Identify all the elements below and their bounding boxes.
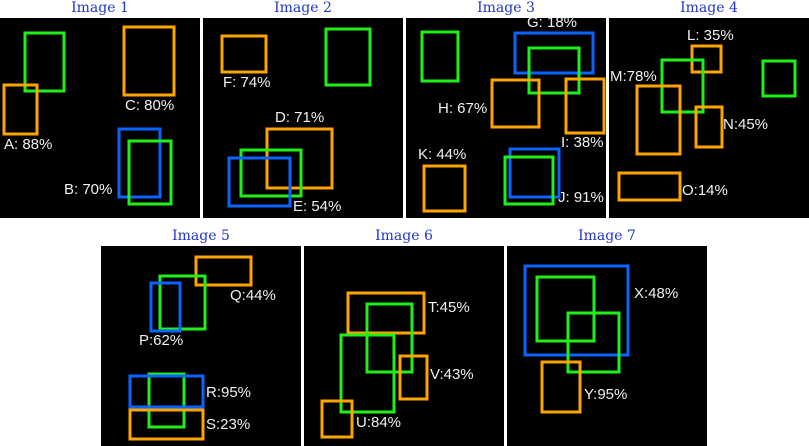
image-canvas: X:48% Y:95% bbox=[507, 246, 707, 446]
green-bounding-box bbox=[127, 139, 173, 206]
panel-title: Image 4 bbox=[680, 0, 738, 16]
green-bounding-box bbox=[324, 27, 372, 87]
green-bounding-box bbox=[761, 59, 797, 98]
orange-bounding-box bbox=[128, 408, 205, 441]
box-score-label: K: 44% bbox=[418, 146, 466, 163]
box-score-label: A: 88% bbox=[4, 136, 52, 153]
box-score-label: E: 54% bbox=[293, 198, 341, 215]
box-score-label: H: 67% bbox=[438, 100, 487, 117]
image-canvas: L: 35% M:78% N:45% O:14% bbox=[609, 18, 809, 218]
panel-title: Image 3 bbox=[477, 0, 535, 16]
box-score-label: U:84% bbox=[356, 414, 401, 431]
panel-title: Image 1 bbox=[71, 0, 129, 16]
box-score-label: G: 18% bbox=[527, 18, 577, 31]
green-bounding-box bbox=[23, 31, 66, 93]
box-score-label: X:48% bbox=[634, 285, 678, 302]
box-score-label: O:14% bbox=[682, 182, 728, 199]
orange-bounding-box bbox=[617, 171, 682, 202]
box-score-label: B: 70% bbox=[64, 181, 112, 198]
panel-title: Image 7 bbox=[578, 228, 636, 244]
image-canvas: A: 88% C: 80% B: 70% bbox=[0, 18, 200, 218]
box-score-label: Y:95% bbox=[584, 386, 627, 403]
green-bounding-box bbox=[365, 302, 414, 374]
green-bounding-box bbox=[420, 30, 460, 83]
box-score-label: N:45% bbox=[723, 116, 768, 133]
orange-bounding-box bbox=[346, 291, 426, 335]
blue-bounding-box bbox=[227, 156, 292, 208]
panel-image-6: Image 6 T:45% V:43% U:84% bbox=[304, 228, 504, 446]
green-bounding-box bbox=[527, 46, 581, 95]
blue-bounding-box bbox=[523, 264, 630, 357]
box-score-label: M:78% bbox=[610, 68, 657, 85]
blue-bounding-box bbox=[128, 374, 205, 409]
green-bounding-box bbox=[566, 311, 621, 374]
panel-title: Image 5 bbox=[172, 228, 230, 244]
box-score-label: R:95% bbox=[206, 384, 251, 401]
green-bounding-box bbox=[147, 372, 186, 429]
box-score-label: I: 38% bbox=[561, 134, 604, 151]
orange-bounding-box bbox=[320, 399, 354, 439]
image-canvas: G: 18% H: 67% I: 38% J: 91% K: 44% bbox=[406, 18, 606, 218]
orange-bounding-box bbox=[194, 255, 253, 287]
box-score-label: J: 91% bbox=[558, 189, 604, 206]
box-score-label: D: 71% bbox=[275, 109, 324, 126]
orange-bounding-box bbox=[635, 84, 682, 156]
orange-bounding-box bbox=[540, 360, 582, 414]
orange-bounding-box bbox=[422, 164, 467, 213]
box-score-label: V:43% bbox=[430, 366, 474, 383]
panel-image-7: Image 7 X:48% Y:95% bbox=[507, 228, 707, 446]
orange-bounding-box bbox=[490, 78, 541, 129]
green-bounding-box bbox=[239, 148, 303, 198]
box-score-label: L: 35% bbox=[687, 27, 734, 44]
box-score-label: F: 74% bbox=[223, 74, 271, 91]
green-bounding-box bbox=[503, 155, 555, 206]
blue-bounding-box bbox=[117, 127, 162, 199]
orange-bounding-box bbox=[122, 25, 176, 97]
image-canvas: T:45% V:43% U:84% bbox=[304, 246, 504, 446]
image-canvas: F: 74% D: 71% E: 54% bbox=[203, 18, 403, 218]
box-score-label: S:23% bbox=[206, 416, 250, 433]
orange-bounding-box bbox=[694, 105, 724, 149]
panel-image-3: Image 3 G: 18% H: 67% I: 38% J: 91% K: 44% bbox=[406, 0, 606, 218]
panel-image-4: Image 4 L: 35% M:78% N:45% O:14% bbox=[609, 0, 809, 218]
panel-title: Image 6 bbox=[375, 228, 433, 244]
green-bounding-box bbox=[535, 275, 596, 343]
green-bounding-box bbox=[339, 333, 396, 414]
box-score-label: C: 80% bbox=[125, 97, 174, 114]
box-score-label: T:45% bbox=[428, 299, 470, 316]
blue-bounding-box bbox=[513, 31, 595, 75]
green-bounding-box bbox=[158, 274, 207, 331]
image-canvas: Q:44% P:62% R:95% S:23% bbox=[101, 246, 301, 446]
panel-title: Image 2 bbox=[274, 0, 332, 16]
blue-bounding-box bbox=[149, 281, 182, 333]
box-score-label: Q:44% bbox=[230, 287, 276, 304]
panel-image-2: Image 2 F: 74% D: 71% E: 54% bbox=[203, 0, 403, 218]
box-score-label: P:62% bbox=[139, 332, 183, 349]
panel-image-5: Image 5 Q:44% P:62% R:95% S:23% bbox=[101, 228, 301, 446]
orange-bounding-box bbox=[564, 77, 606, 135]
panel-image-1: Image 1 A: 88% C: 80% B: 70% bbox=[0, 0, 200, 218]
orange-bounding-box bbox=[2, 83, 39, 136]
orange-bounding-box bbox=[220, 34, 268, 74]
blue-bounding-box bbox=[508, 147, 561, 199]
orange-bounding-box bbox=[398, 354, 429, 401]
